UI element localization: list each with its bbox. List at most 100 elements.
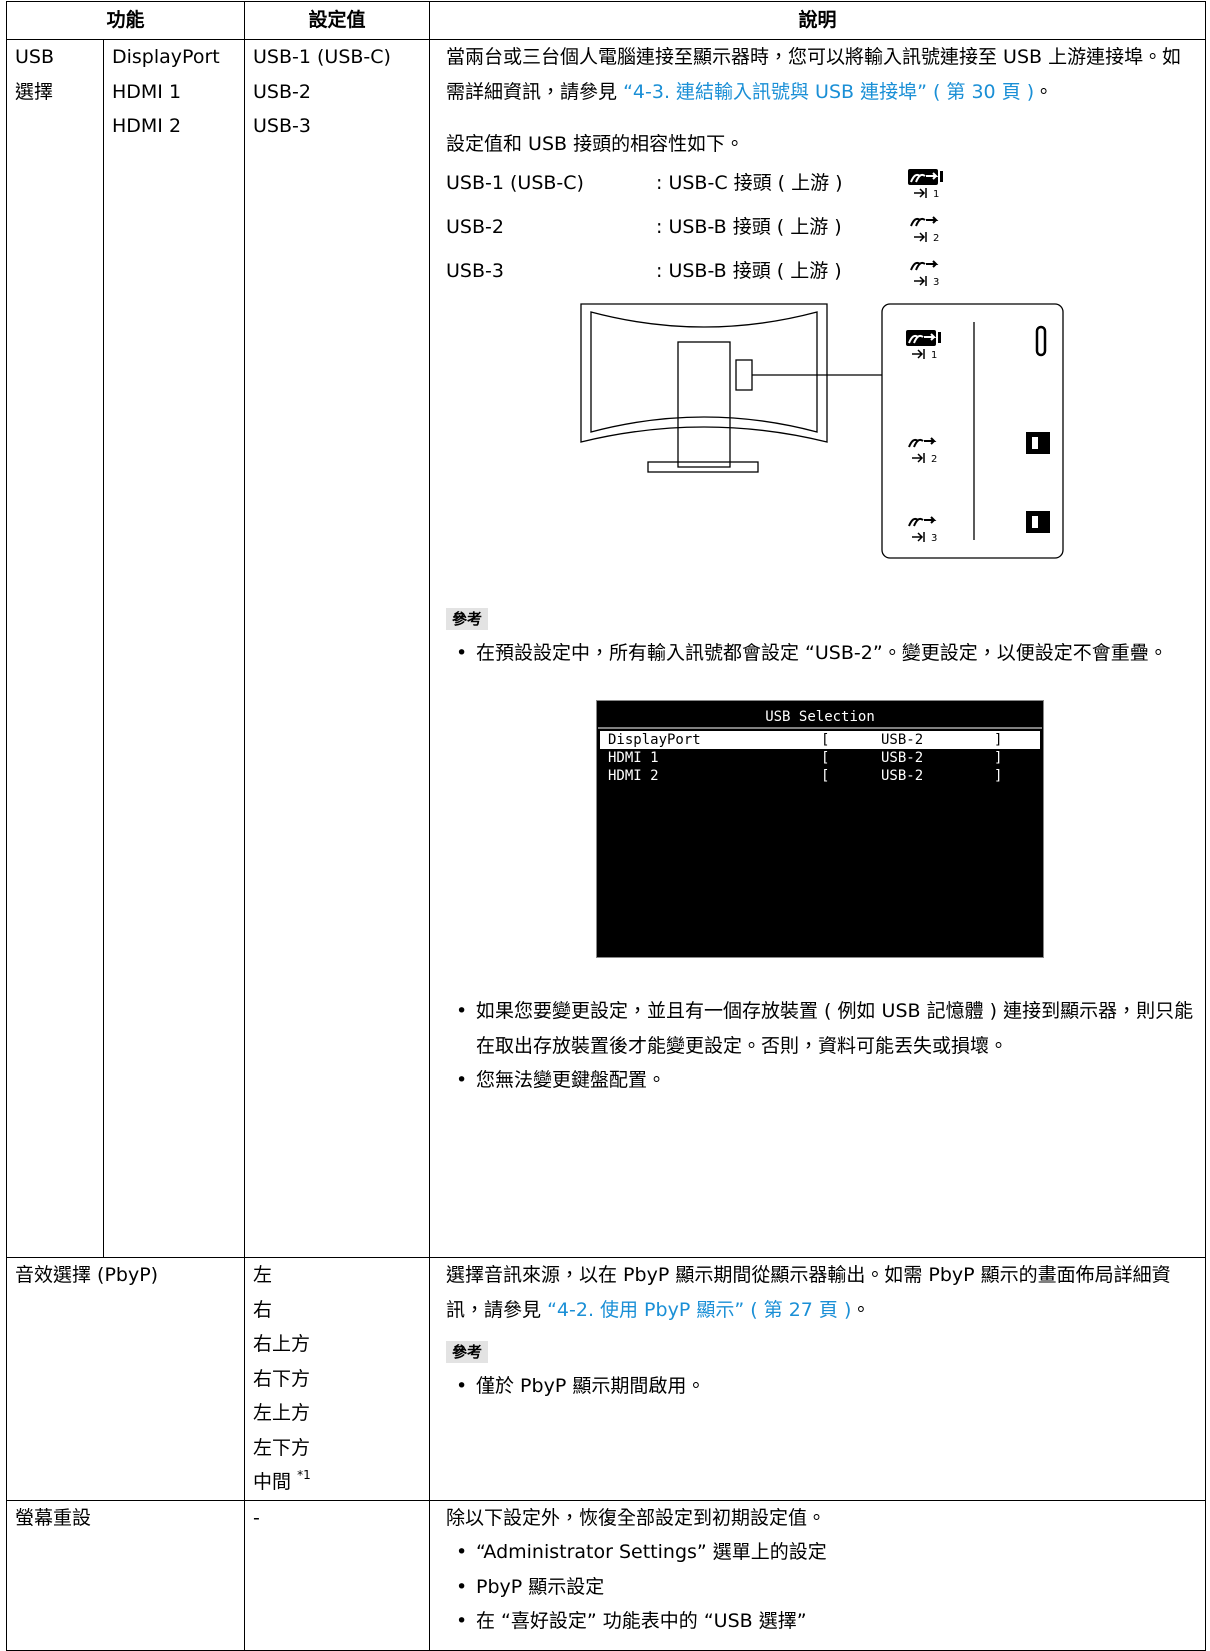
osd-bracket: ]	[994, 732, 1002, 748]
input-arrow	[912, 452, 925, 463]
cross-reference[interactable]: “4-2. 使用 PbyP 顯示” ( 第 27 頁 )	[547, 1298, 852, 1321]
note-item: 在預設設定中，所有輸入訊號都會設定 “USB-2”。變更設定，以便設定不會重疊。	[446, 636, 1195, 671]
note-item: 如果您要變更設定，並且有一個存放裝置 ( 例如 USB 記憶體 ) 連接到顯示器…	[446, 994, 1195, 1063]
compat-connector: : USB-C 接頭 ( 上游 )	[656, 172, 843, 195]
description-cell: 除以下設定外，恢復全部設定到初期設定值。 “Administrator Sett…	[429, 1499, 1207, 1651]
note-label: 參考	[446, 607, 489, 630]
port-panel	[881, 302, 1064, 559]
osd-bracket: [	[821, 768, 829, 784]
table-wrap: 功能 設定值 說明 USB 選擇 DisplayPort HDMI 1 HDMI…	[5, 1, 1207, 1651]
setting-text: USB-3	[253, 115, 311, 137]
note-item: 您無法變更鍵盤配置。	[446, 1063, 1195, 1098]
row-usb: USB 選擇 DisplayPort HDMI 1 HDMI 2 USB-1 (…	[6, 39, 1207, 1258]
monitor-back	[580, 302, 828, 443]
description: 除以下設定外，恢復全部設定到初期設定值。	[446, 1506, 827, 1529]
compat-connector: : USB-B 接頭 ( 上游 )	[656, 260, 842, 283]
ss-logo	[908, 436, 937, 447]
note-label: 參考	[446, 1341, 489, 1363]
osd-input: DisplayPort	[608, 732, 701, 748]
setting-text: 左上方	[253, 1402, 311, 1424]
osd-bracket: ]	[994, 750, 1002, 766]
bullet-item: 在 “喜好設定” 功能表中的 “USB 選擇”	[446, 1604, 1195, 1639]
row-reset: 螢幕重設 - 除以下設定外，恢復全部設定到初期設定值。 “Administrat…	[5, 1499, 1207, 1651]
compat-row: USB-2 : USB-B 接頭 ( 上游 ) 2	[446, 206, 1195, 250]
function-text: 螢幕重設	[15, 1506, 92, 1529]
port-number: 2	[933, 233, 939, 244]
setting-text: USB-2	[253, 80, 311, 103]
osd-value: USB-2	[881, 750, 923, 766]
setting-text: 右上方	[253, 1333, 311, 1355]
note-list: 在預設設定中，所有輸入訊號都會設定 “USB-2”。變更設定，以便設定不會重疊。	[446, 636, 1195, 671]
setting-text: 右下方	[253, 1367, 311, 1390]
compat-row: USB-1 (USB-C) : USB-C 接頭 ( 上游 ) 1	[446, 162, 1195, 206]
spacer	[446, 109, 1195, 127]
compat-connector: : USB-B 接頭 ( 上游 )	[656, 216, 842, 239]
setting-text: USB-1 (USB-C)	[253, 46, 391, 68]
input-arrow	[914, 187, 927, 198]
compat-list: USB-1 (USB-C) : USB-C 接頭 ( 上游 ) 1 USB-2 : US…	[446, 162, 1195, 294]
compat-setting: USB-1 (USB-C)	[446, 172, 584, 195]
cross-reference[interactable]: “4-3. 連結輸入訊號與 USB 連接埠” ( 第 30 頁 )	[623, 80, 1035, 103]
compat-intro: 設定值和 USB 接頭的相容性如下。	[446, 133, 745, 155]
bullet-item: PbyP 顯示設定	[446, 1570, 1195, 1605]
function-cell: 音效選擇 (PbyP)	[5, 1257, 246, 1501]
setting-text: 右	[253, 1298, 273, 1321]
note-item: 僅於 PbyP 顯示期間啟用。	[446, 1369, 1195, 1404]
input-arrow	[912, 531, 925, 542]
setting-cell: 左 右 右上方 右下方 左上方 左下方 中間 *1	[244, 1257, 431, 1501]
bullet-item: “Administrator Settings” 選單上的設定	[446, 1535, 1195, 1570]
osd-screenshot: USB Selection DisplayPort [USB-2] HDMI 1 [US…	[596, 700, 1045, 958]
stand-base	[647, 460, 759, 473]
function-cell: 螢幕重設	[5, 1499, 246, 1651]
setting-text: -	[253, 1506, 260, 1529]
input-text: HDMI 2	[112, 115, 182, 137]
osd-highlight	[600, 731, 1041, 749]
settings-table: 功能 設定值 說明 USB 選擇 DisplayPort HDMI 1 HDMI…	[5, 1, 1207, 1651]
description: 選擇音訊來源，以在 PbyP 顯示期間從顯示器輸出。如需 PbyP 顯示的畫面佈…	[446, 1258, 1195, 1327]
c-mark	[940, 170, 944, 182]
stand-neck	[677, 340, 731, 468]
text: 選擇音訊來源，以在 PbyP 顯示期間從顯示器輸出。如需 PbyP 顯示的畫面佈…	[446, 1264, 1171, 1321]
ss-logo	[908, 332, 937, 343]
setting-line: 中間 *1	[253, 1465, 421, 1500]
note-list: 僅於 PbyP 顯示期間啟用。	[446, 1369, 1195, 1404]
osd-bracket: ]	[994, 768, 1002, 784]
input-arrow	[912, 348, 925, 359]
port-number: 1	[931, 350, 937, 361]
setting-text: 左	[253, 1264, 273, 1286]
osd-value: USB-2	[881, 732, 923, 748]
compat-setting: USB-3	[446, 260, 504, 283]
input-text: DisplayPort	[112, 46, 220, 68]
usb-b-slot	[1032, 436, 1039, 449]
usb-icon: 3	[910, 259, 939, 288]
function-text: 音效選擇 (PbyP)	[15, 1264, 159, 1286]
ss-logo	[910, 215, 939, 226]
port-number: 2	[931, 454, 937, 465]
ss-logo	[910, 171, 939, 182]
osd-value: USB-2	[881, 768, 923, 784]
description-cell: 當兩台或三台個人電腦連接至顯示器時，您可以將輸入訊號連接至 USB 上游連接埠。…	[429, 39, 1207, 1258]
osd-input: HDMI 1	[608, 750, 659, 766]
ss-logo	[908, 515, 937, 526]
description: 當兩台或三台個人電腦連接至顯示器時，您可以將輸入訊號連接至 USB 上游連接埠。…	[446, 40, 1195, 109]
usb-icon: 1	[908, 168, 944, 200]
header-cell: 設定值	[244, 1, 431, 40]
setting-cell: USB-1 (USB-C) USB-2 USB-3	[244, 39, 431, 1258]
function-cell: USB 選擇	[6, 39, 104, 1258]
bullet-list: “Administrator Settings” 選單上的設定 PbyP 顯示設…	[446, 1535, 1195, 1639]
usb-b-slot	[1032, 515, 1039, 528]
input-arrow	[914, 231, 927, 242]
setting-text: 左下方	[253, 1436, 311, 1459]
header-cell: 功能	[5, 1, 246, 40]
port-marker	[735, 358, 753, 391]
note-list: 如果您要變更設定，並且有一個存放裝置 ( 例如 USB 記憶體 ) 連接到顯示器…	[446, 994, 1195, 1098]
osd-bracket: [	[821, 750, 829, 766]
osd-bracket: [	[821, 732, 829, 748]
text: 。	[851, 1298, 871, 1321]
compat-setting: USB-2	[446, 216, 504, 239]
port-number: 3	[933, 277, 939, 288]
row-audio: 音效選擇 (PbyP) 左 右 右上方 右下方 左上方 左下方 中間 *1 選擇…	[5, 1257, 1207, 1501]
input-cell: DisplayPort HDMI 1 HDMI 2	[102, 39, 246, 1258]
header-row: 功能 設定值 說明	[5, 1, 1207, 40]
